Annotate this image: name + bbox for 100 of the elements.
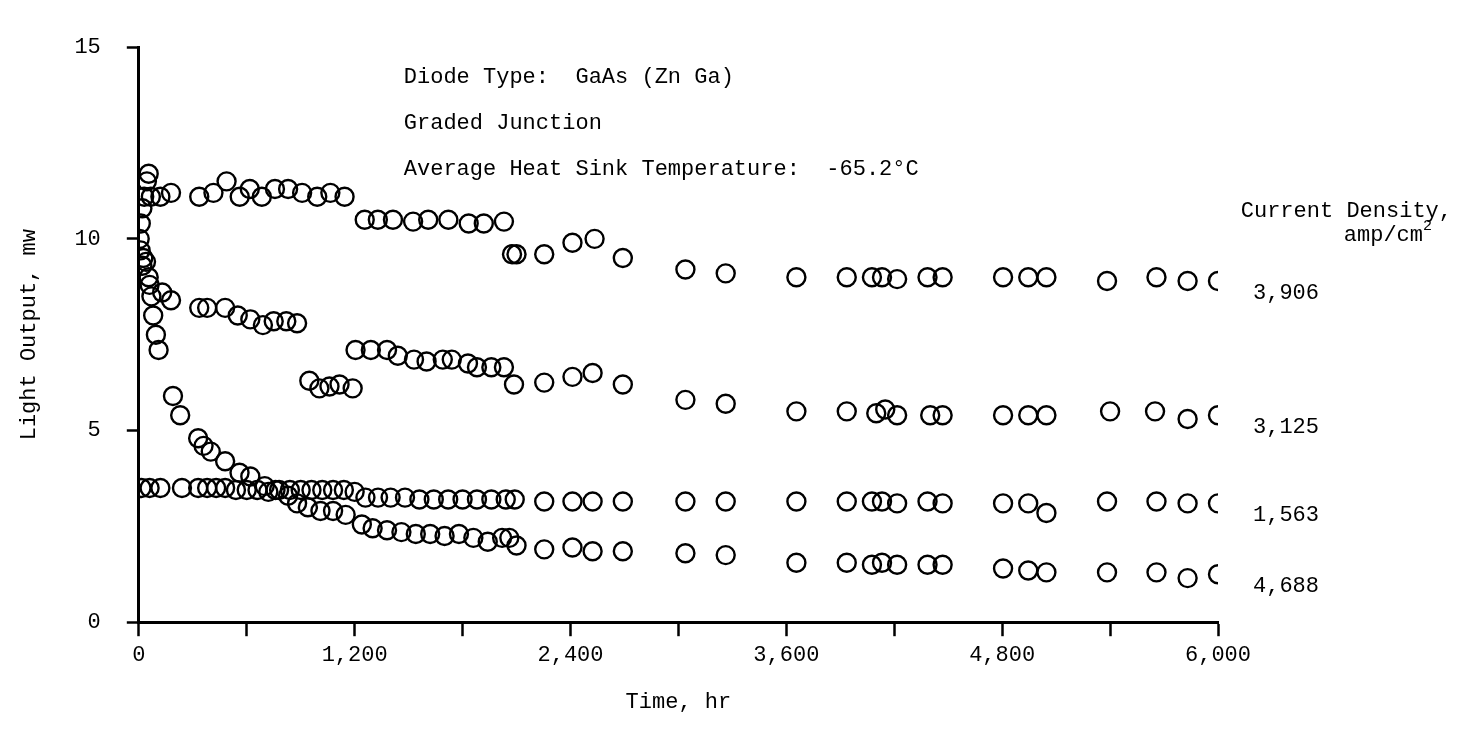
point — [307, 186, 328, 207]
point — [1177, 567, 1198, 589]
point — [291, 182, 313, 204]
point — [495, 489, 516, 510]
point — [715, 544, 736, 566]
point — [582, 491, 603, 512]
y-tick-label: 15 — [74, 35, 101, 61]
point — [169, 405, 191, 426]
annotation: Graded Junction — [403, 111, 602, 137]
point — [236, 479, 257, 501]
point — [150, 477, 171, 499]
point — [438, 209, 459, 230]
point — [875, 399, 896, 420]
point — [320, 182, 341, 204]
point — [534, 372, 555, 393]
point — [562, 366, 583, 388]
point — [322, 500, 344, 522]
point — [836, 267, 857, 288]
point — [252, 314, 274, 336]
point — [145, 324, 167, 345]
point — [391, 521, 412, 543]
point — [229, 462, 250, 483]
point — [227, 305, 248, 326]
point — [160, 182, 182, 204]
point — [335, 504, 356, 526]
point — [612, 491, 634, 512]
point — [481, 489, 502, 510]
point — [200, 441, 221, 462]
point — [301, 479, 322, 501]
point — [562, 537, 583, 558]
point — [1177, 493, 1198, 514]
point — [367, 209, 389, 230]
point — [506, 244, 527, 265]
point — [473, 213, 494, 234]
point — [416, 351, 437, 372]
point — [861, 267, 883, 288]
point — [279, 479, 301, 501]
point — [322, 479, 344, 501]
point — [344, 481, 365, 503]
point — [504, 489, 525, 510]
point — [612, 247, 634, 269]
point — [214, 477, 236, 499]
point — [216, 171, 237, 192]
point — [367, 487, 389, 508]
point — [1096, 562, 1118, 583]
point — [418, 209, 439, 230]
point — [861, 491, 883, 512]
point — [534, 244, 555, 265]
point — [423, 489, 444, 510]
point — [861, 554, 883, 575]
point — [886, 268, 908, 290]
point — [432, 349, 453, 370]
point — [675, 543, 696, 564]
point — [1146, 562, 1167, 583]
point — [448, 523, 470, 545]
point — [189, 297, 210, 319]
annotation: Diode Type: GaAs (Zn Ga) — [403, 65, 734, 91]
point — [562, 232, 583, 253]
point — [493, 211, 515, 232]
point — [534, 539, 555, 560]
y-axis-title: Light Output, mw — [17, 229, 43, 441]
point — [992, 405, 1014, 426]
point — [612, 374, 634, 395]
series-label: 4,688 — [1253, 574, 1320, 600]
point — [836, 401, 857, 422]
point — [917, 267, 938, 288]
point — [254, 475, 275, 497]
point — [675, 389, 696, 411]
point — [992, 558, 1014, 579]
point — [1018, 267, 1039, 288]
x-tick-label: 4,800 — [969, 643, 1036, 669]
point — [871, 267, 893, 288]
point — [1096, 491, 1118, 512]
point — [836, 491, 857, 512]
point — [871, 491, 893, 512]
point — [402, 211, 424, 232]
point — [491, 527, 513, 549]
point — [419, 523, 441, 545]
point — [214, 451, 236, 472]
point — [148, 339, 169, 361]
point — [394, 487, 416, 508]
point — [329, 374, 350, 395]
point — [345, 339, 366, 361]
point — [277, 485, 299, 506]
point — [1146, 491, 1167, 512]
point — [297, 497, 319, 518]
point — [205, 477, 227, 499]
point — [354, 209, 375, 230]
point — [503, 374, 525, 395]
point — [1036, 502, 1057, 524]
point — [1096, 270, 1118, 292]
point — [457, 353, 479, 374]
point — [506, 535, 527, 556]
x-tick-label: 3,600 — [753, 643, 820, 669]
point — [187, 477, 209, 499]
series-label: 1,563 — [1253, 503, 1320, 529]
point — [189, 186, 210, 207]
point — [141, 286, 162, 307]
point — [286, 313, 308, 334]
point — [258, 481, 279, 503]
